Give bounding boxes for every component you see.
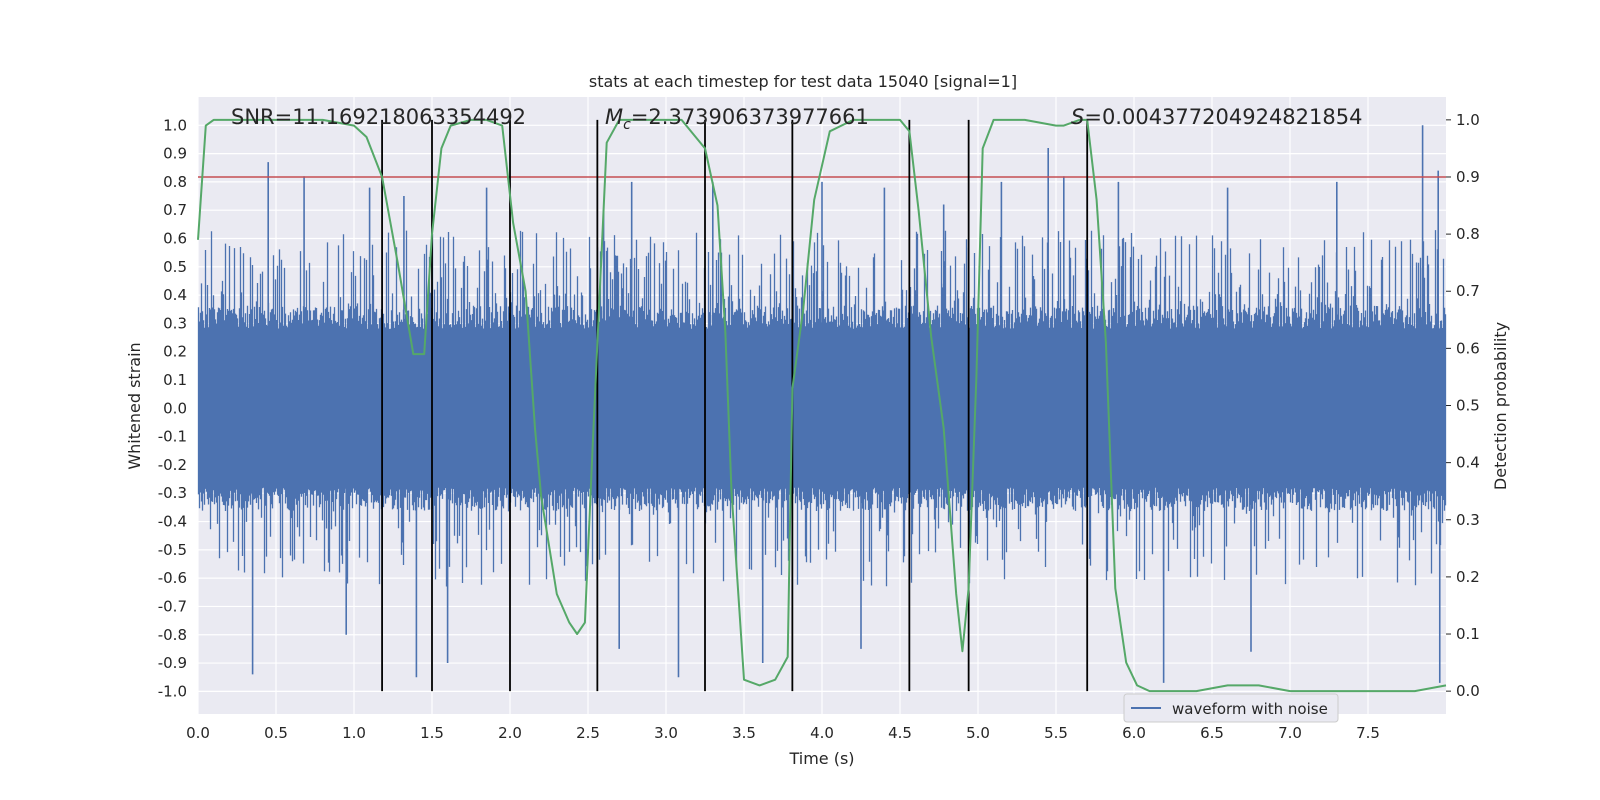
chirp-mass-subscript: c <box>623 117 631 133</box>
x-tick-label: 5.5 <box>1044 724 1068 742</box>
left-y-tick-label: 0.5 <box>163 258 187 276</box>
left-y-tick-labels: -1.0 -0.9 -0.8 -0.7 -0.6 -0.5 -0.4 -0.3 -0.2 -0.1… <box>158 116 187 700</box>
left-y-tick-label: -0.3 <box>158 484 187 502</box>
right-y-tick-label: 1.0 <box>1456 111 1480 129</box>
left-y-tick-label: -0.8 <box>158 626 187 644</box>
x-tick-label: 4.5 <box>888 724 912 742</box>
legend: waveform with noise <box>1123 693 1339 723</box>
left-y-tick-label: 0.3 <box>163 314 187 332</box>
chirp-mass-annotation: Mc=2.373906373977661 <box>605 105 869 133</box>
snr-annotation: SNR=11.169218063354492 <box>231 105 526 129</box>
left-y-tick-label: -1.0 <box>158 682 187 700</box>
left-y-axis-label: Whitened strain <box>125 342 144 469</box>
x-tick-label: 0.5 <box>264 724 288 742</box>
right-y-tick-label: 0.6 <box>1456 339 1480 357</box>
x-tick-label: 1.0 <box>342 724 366 742</box>
probability-line <box>197 118 1447 693</box>
s-annotation: S=0.004377204924821854 <box>1071 105 1362 129</box>
x-tick-label: 5.0 <box>966 724 990 742</box>
right-y-tick-label: 0.8 <box>1456 225 1480 243</box>
x-tick-label: 1.5 <box>420 724 444 742</box>
s-value: =0.004377204924821854 <box>1084 105 1362 129</box>
left-y-tick-label: -0.7 <box>158 597 187 615</box>
x-tick-label: 4.0 <box>810 724 834 742</box>
waveform-line <box>197 230 1447 587</box>
right-y-tick-label: 0.5 <box>1456 397 1480 415</box>
x-tick-label: 7.5 <box>1356 724 1380 742</box>
x-axis-label: Time (s) <box>788 749 854 768</box>
left-y-tick-label: -0.9 <box>158 654 187 672</box>
waveform-series <box>197 125 1447 683</box>
x-tick-label: 6.0 <box>1122 724 1146 742</box>
chirp-mass-symbol: M <box>605 105 623 129</box>
right-y-tick-label: 0.7 <box>1456 282 1480 300</box>
left-y-tick-label: 0.0 <box>163 399 187 417</box>
left-y-tick-label: 0.2 <box>163 343 187 361</box>
right-y-tick-label: 0.9 <box>1456 168 1480 186</box>
probability-series <box>197 118 1447 693</box>
left-y-tick-label: 0.1 <box>163 371 187 389</box>
right-y-tick-label: 0.0 <box>1456 682 1480 700</box>
legend-box <box>1123 693 1339 723</box>
left-y-tick-label: -0.2 <box>158 456 187 474</box>
x-tick-label: 3.0 <box>654 724 678 742</box>
right-y-tick-label: 0.2 <box>1456 568 1480 586</box>
left-y-tick-label: 1.0 <box>163 116 187 134</box>
left-y-tick-label: 0.7 <box>163 201 187 219</box>
x-tick-label: 2.5 <box>576 724 600 742</box>
chart-title: stats at each timestep for test data 150… <box>589 72 1017 91</box>
x-tick-labels: 0.0 0.5 1.0 1.5 2.0 2.5 3.0 3.5 4.0 4.5 5.0 5.5 6.0 6… <box>186 724 1380 742</box>
x-tick-label: 3.5 <box>732 724 756 742</box>
right-y-tick-label: 0.3 <box>1456 511 1480 529</box>
right-y-axis-label: Detection probability <box>1491 322 1510 490</box>
left-y-tick-label: -0.4 <box>158 513 187 531</box>
left-y-tick-label: 0.4 <box>163 286 187 304</box>
left-y-tick-label: 0.9 <box>163 145 187 163</box>
right-y-tick-label: 0.1 <box>1456 625 1480 643</box>
x-tick-label: 7.0 <box>1278 724 1302 742</box>
x-tick-label: 2.0 <box>498 724 522 742</box>
right-y-tick-labels: 0.0 0.1 0.2 0.3 0.4 0.5 0.6 0.7 0.8 0.9 1.0 <box>1446 111 1480 700</box>
left-y-tick-label: -0.5 <box>158 541 187 559</box>
left-y-tick-label: -0.1 <box>158 428 187 446</box>
right-y-tick-label: 0.4 <box>1456 454 1480 472</box>
s-symbol: S <box>1071 105 1084 129</box>
left-y-tick-label: -0.6 <box>158 569 187 587</box>
left-y-tick-label: 0.8 <box>163 173 187 191</box>
left-y-tick-label: 0.6 <box>163 230 187 248</box>
x-tick-label: 0.0 <box>186 724 210 742</box>
chirp-mass-value: =2.373906373977661 <box>631 105 869 129</box>
x-tick-label: 6.5 <box>1200 724 1224 742</box>
legend-entry-waveform: waveform with noise <box>1172 700 1328 718</box>
